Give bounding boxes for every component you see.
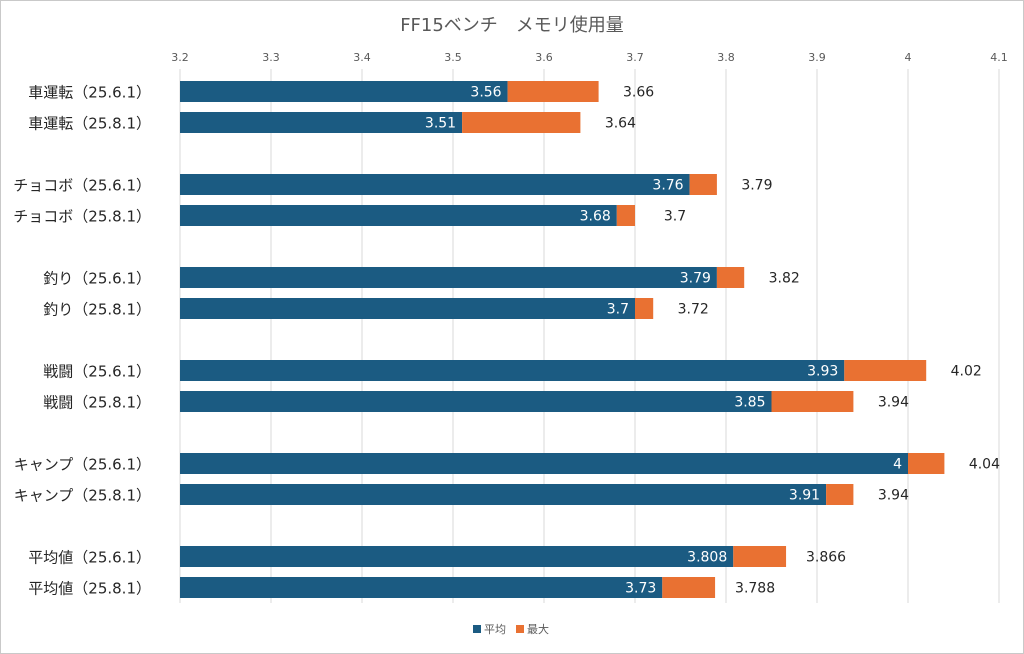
category-label: キャンプ（25.8.1） [14,487,151,505]
bar-max [635,298,654,319]
category-label: 平均値（25.6.1） [28,549,151,567]
bar-average [180,546,734,567]
data-label-average: 3.56 [470,85,501,101]
bar-max [908,453,945,474]
x-axis-ticks: 3.2 3.3 3.4 3.5 3.6 3.7 3.8 3.9 4 4.1 [171,51,1008,64]
data-label-max: 3.94 [878,488,909,504]
data-label-average: 3.85 [734,395,765,411]
x-tick-label: 3.7 [626,51,644,64]
bar-average [180,267,717,288]
bar-average [180,484,827,505]
chart-title: FF15ベンチ メモリ使用量 [400,15,624,36]
bar-average [180,174,690,195]
category-label: 車運転（25.6.1） [28,84,151,102]
x-tick-label: 3.4 [353,51,371,64]
data-label-average: 3.91 [789,488,820,504]
data-label-max: 3.788 [735,581,775,597]
data-label-max: 3.94 [878,395,909,411]
bar-average [180,298,635,319]
x-tick-label: 3.2 [171,51,189,64]
x-tick-label: 3.3 [262,51,280,64]
data-label-max: 4.04 [969,457,1000,473]
bar-average [180,205,617,226]
category-label: 戦闘（25.8.1） [43,394,151,412]
grid-layer [179,69,1000,603]
category-labels: 車運転（25.6.1） 車運転（25.8.1） チョコボ（25.6.1） チョコボ（2… [13,84,151,598]
category-label: 釣り（25.8.1） [43,301,151,319]
bar-max [462,112,581,133]
category-label: 釣り（25.6.1） [43,270,151,288]
data-label-average: 3.79 [680,271,711,287]
bar-layer: 3.56 3.66 3.51 3.64 3.76 3.79 3.68 3.7 3.79 3.82 3… [180,81,1000,598]
bar-average [180,81,508,102]
category-label: チョコボ（25.6.1） [13,177,151,195]
bar-max [689,174,717,195]
legend-swatch-average [473,625,481,633]
category-label: チョコボ（25.8.1） [13,208,151,226]
data-label-average: 3.51 [425,116,456,132]
data-label-average: 3.93 [807,364,838,380]
category-label: キャンプ（25.6.1） [14,456,151,474]
bar-max [616,205,635,226]
data-label-average: 3.808 [687,550,727,566]
legend: 平均 最大 [473,622,549,636]
bar-average [180,391,772,412]
data-label-max: 3.82 [769,271,800,287]
data-label-average: 3.7 [607,302,629,318]
bar-average [180,360,845,381]
data-label-average: 3.73 [625,581,656,597]
category-label: 平均値（25.8.1） [28,580,151,598]
data-label-average: 3.68 [580,209,611,225]
bar-average [180,577,663,598]
bar-max [662,577,716,598]
data-label-max: 4.02 [951,364,982,380]
x-tick-label: 3.6 [535,51,553,64]
bar-max [826,484,854,505]
bar-max [716,267,745,288]
x-tick-label: 3.9 [808,51,826,64]
bar-max [771,391,854,412]
x-tick-label: 4 [905,51,912,64]
bar-average [180,453,908,474]
legend-label-average: 平均 [484,623,506,636]
x-tick-label: 3.8 [717,51,735,64]
bar-max [733,546,787,567]
x-tick-label: 3.5 [444,51,462,64]
data-label-max: 3.79 [741,178,772,194]
data-label-max: 3.866 [806,550,846,566]
category-label: 戦闘（25.6.1） [43,363,151,381]
bar-max [507,81,599,102]
data-label-max: 3.7 [664,209,686,225]
bar-max [844,360,927,381]
data-label-max: 3.72 [678,302,709,318]
bar-average [180,112,463,133]
x-tick-label: 4.1 [990,51,1008,64]
legend-swatch-max [516,625,524,633]
data-label-average: 3.76 [652,178,683,194]
data-label-max: 3.64 [605,116,636,132]
category-label: 車運転（25.8.1） [28,115,151,133]
data-label-average: 4 [893,457,902,473]
data-label-max: 3.66 [623,85,654,101]
legend-label-max: 最大 [527,622,549,636]
